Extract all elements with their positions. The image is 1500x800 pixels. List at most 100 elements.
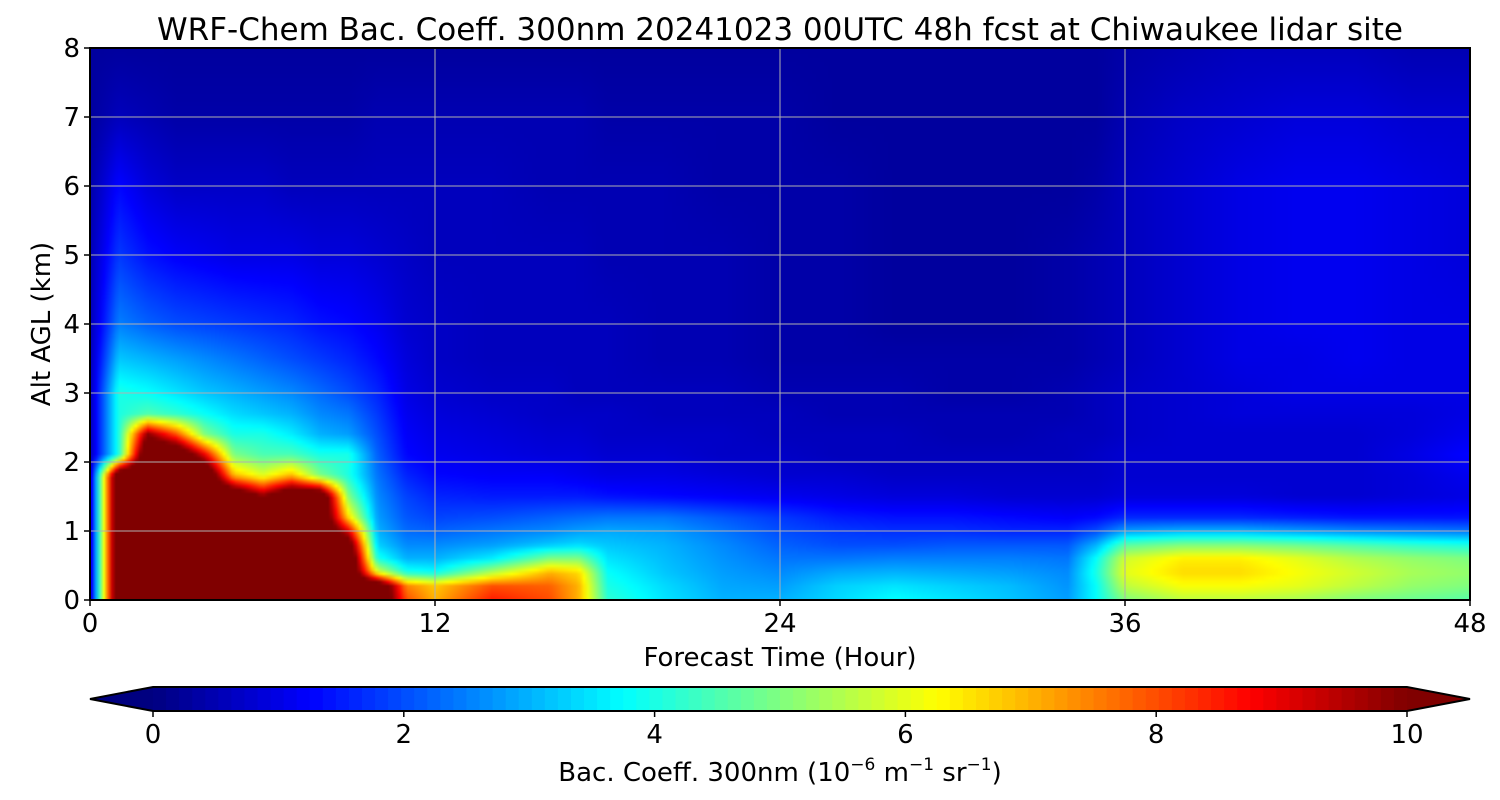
colorbar-cell bbox=[975, 687, 990, 711]
colorbar-cell bbox=[218, 687, 232, 711]
colorbar-cell bbox=[584, 687, 598, 711]
colorbar-cell bbox=[1093, 687, 1108, 711]
colorbar-cell bbox=[1119, 687, 1134, 711]
colorbar-cell bbox=[610, 687, 624, 711]
colorbar: 0 2 4 6 8 10 Bac. Coeff. 300nm (10−6 m−1 sr−1… bbox=[89, 686, 1471, 788]
colorbar-cell bbox=[440, 687, 455, 711]
colorbar-cell bbox=[871, 687, 886, 711]
colorbar-cell bbox=[1237, 687, 1251, 711]
colorbar-cell bbox=[858, 687, 873, 711]
colorbar-cell bbox=[375, 687, 389, 711]
colorbar-cell bbox=[662, 687, 677, 711]
colorbar-tick-label: 8 bbox=[1148, 720, 1165, 750]
colorbar-cell bbox=[322, 687, 337, 711]
colorbar-cell bbox=[1184, 687, 1199, 711]
colorbar-cell bbox=[362, 687, 376, 711]
colorbar-cell bbox=[597, 687, 611, 711]
colorbar-cell bbox=[701, 687, 716, 711]
colorbar-cell bbox=[179, 687, 193, 711]
colorbar-cell bbox=[309, 687, 324, 711]
colorbar-cell bbox=[466, 687, 481, 711]
colorbar-cell bbox=[1198, 687, 1212, 711]
colorbar-cell bbox=[1224, 687, 1238, 711]
colorbar-cell bbox=[531, 687, 546, 711]
y-tick-label: 4 bbox=[63, 310, 80, 340]
y-tick-label: 7 bbox=[63, 103, 80, 133]
colorbar-cell bbox=[949, 687, 964, 711]
colorbar-cell bbox=[962, 687, 977, 711]
colorbar-label-exp-1: −6 bbox=[850, 755, 875, 775]
colorbar-cell bbox=[283, 687, 298, 711]
x-axis-label: Forecast Time (Hour) bbox=[643, 643, 916, 673]
colorbar-cell bbox=[270, 687, 285, 711]
colorbar-cell bbox=[806, 687, 820, 711]
colorbar-cell bbox=[1393, 687, 1408, 711]
x-tick-label: 24 bbox=[763, 609, 796, 639]
colorbar-cell bbox=[401, 687, 415, 711]
colorbar-cell bbox=[714, 687, 729, 711]
colorbar-label-exp-3: −1 bbox=[967, 755, 992, 775]
colorbar-gradient bbox=[153, 687, 1408, 711]
colorbar-cell bbox=[505, 687, 520, 711]
colorbar-cell bbox=[819, 687, 833, 711]
colorbar-tick-label: 4 bbox=[646, 720, 663, 750]
colorbar-cell bbox=[1080, 687, 1095, 711]
colorbar-label-main: Bac. Coeff. 300nm (10 bbox=[558, 758, 850, 788]
colorbar-cell bbox=[832, 687, 846, 711]
colorbar-extend-max bbox=[1407, 687, 1470, 711]
colorbar-cell bbox=[740, 687, 755, 711]
colorbar-cell bbox=[923, 687, 938, 711]
colorbar-cell bbox=[1067, 687, 1082, 711]
colorbar-cell bbox=[897, 687, 912, 711]
colorbar-cell bbox=[1354, 687, 1369, 711]
colorbar-cell bbox=[1341, 687, 1356, 711]
y-tick-label: 5 bbox=[63, 241, 80, 271]
y-axis-label: Alt AGL (km) bbox=[27, 242, 57, 406]
colorbar-cell bbox=[1328, 687, 1343, 711]
colorbar-cell bbox=[636, 687, 650, 711]
colorbar-cell bbox=[884, 687, 899, 711]
chart-title: WRF-Chem Bac. Coeff. 300nm 20241023 00UT… bbox=[157, 12, 1403, 48]
colorbar-cell bbox=[544, 687, 559, 711]
colorbar-cell bbox=[688, 687, 703, 711]
colorbar-cell bbox=[1171, 687, 1186, 711]
colorbar-cell bbox=[427, 687, 441, 711]
colorbar-label-sr: sr bbox=[934, 758, 967, 788]
colorbar-cell bbox=[257, 687, 272, 711]
colorbar-cell bbox=[557, 687, 572, 711]
y-tick-label: 0 bbox=[63, 586, 80, 616]
colorbar-tick-label: 6 bbox=[897, 720, 914, 750]
colorbar-cell bbox=[1302, 687, 1317, 711]
colorbar-cell bbox=[244, 687, 259, 711]
colorbar-cell bbox=[1276, 687, 1291, 711]
colorbar-cell bbox=[335, 687, 350, 711]
y-tick-label: 6 bbox=[63, 172, 80, 202]
colorbar-cell bbox=[1106, 687, 1121, 711]
colorbar-cell bbox=[1289, 687, 1304, 711]
colorbar-cell bbox=[296, 687, 311, 711]
colorbar-label: Bac. Coeff. 300nm (10−6 m−1 sr−1) bbox=[558, 755, 1001, 788]
colorbar-tick-label: 0 bbox=[145, 720, 162, 750]
y-tick-label: 3 bbox=[63, 379, 80, 409]
colorbar-ticks: 0 2 4 6 8 10 bbox=[145, 711, 1424, 750]
x-tick-label: 0 bbox=[82, 609, 99, 639]
colorbar-cell bbox=[153, 687, 167, 711]
colorbar-cell bbox=[623, 687, 637, 711]
colorbar-cell bbox=[766, 687, 781, 711]
colorbar-cell bbox=[518, 687, 533, 711]
x-tick-label: 12 bbox=[418, 609, 451, 639]
colorbar-cell bbox=[753, 687, 768, 711]
colorbar-cell bbox=[675, 687, 690, 711]
x-tick-label: 36 bbox=[1108, 609, 1141, 639]
colorbar-cell bbox=[205, 687, 219, 711]
colorbar-cell bbox=[1132, 687, 1147, 711]
y-tick-label: 2 bbox=[63, 448, 80, 478]
colorbar-cell bbox=[348, 687, 363, 711]
colorbar-cell bbox=[166, 687, 180, 711]
colorbar-cell bbox=[1015, 687, 1029, 711]
colorbar-extend-min bbox=[90, 687, 153, 711]
colorbar-cell bbox=[1315, 687, 1330, 711]
colorbar-cell bbox=[845, 687, 859, 711]
colorbar-label-m: m bbox=[875, 758, 909, 788]
